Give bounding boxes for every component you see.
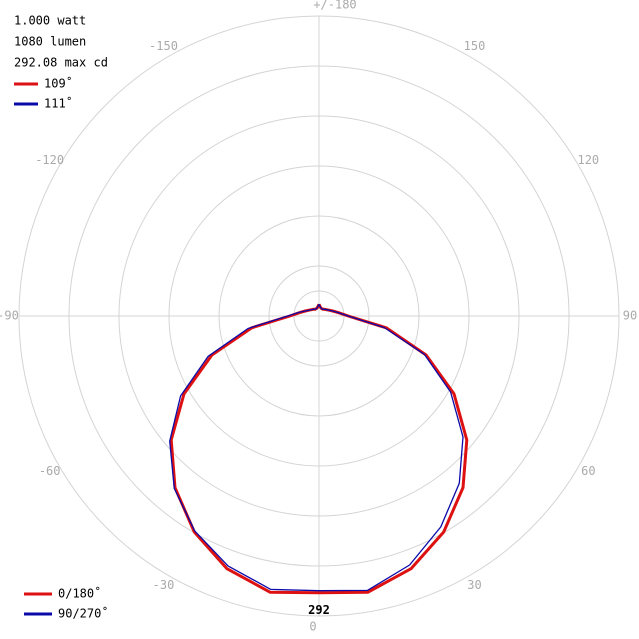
angle-label: -30 bbox=[153, 578, 175, 592]
angle-label: 90 bbox=[623, 309, 637, 323]
legend-beam-angle: 109˚ bbox=[44, 76, 73, 91]
angle-label: +/-180 bbox=[313, 0, 356, 12]
angle-label: 0 bbox=[309, 620, 316, 634]
legend-beam-angle: 111˚ bbox=[44, 96, 73, 111]
legend-label: 0/180˚ bbox=[58, 586, 101, 601]
legend-label: 90/270˚ bbox=[58, 606, 109, 621]
curve bbox=[169, 304, 464, 592]
angle-label: 120 bbox=[577, 153, 599, 167]
info-text: 292.08 max cd bbox=[14, 56, 108, 70]
angle-label: 60 bbox=[581, 464, 595, 478]
angle-label: -150 bbox=[149, 39, 178, 53]
info-text: 1080 lumen bbox=[14, 35, 86, 49]
info-text: 1.000 watt bbox=[14, 14, 86, 28]
angle-label: -120 bbox=[35, 153, 64, 167]
peak-label: 292 bbox=[308, 603, 330, 617]
angle-label: -60 bbox=[39, 464, 61, 478]
angle-label: -90 bbox=[0, 309, 19, 323]
angle-label: 30 bbox=[467, 578, 481, 592]
angle-label: 150 bbox=[464, 39, 486, 53]
